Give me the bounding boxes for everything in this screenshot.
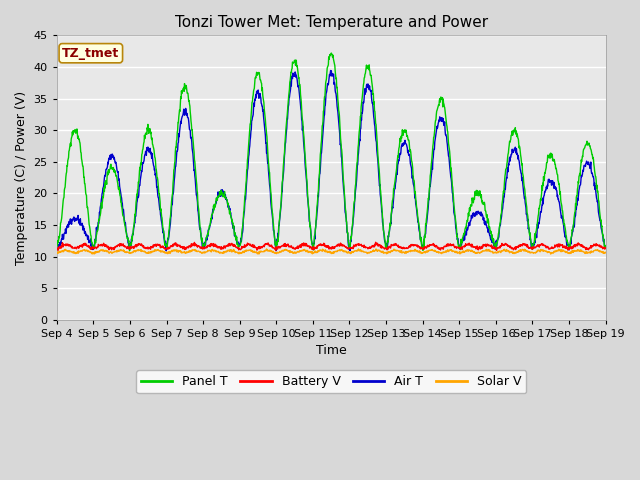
Battery V bbox=[372, 240, 380, 245]
Air T bbox=[53, 244, 61, 250]
Solar V bbox=[417, 250, 424, 255]
Battery V bbox=[161, 247, 169, 252]
Air T bbox=[602, 244, 609, 250]
Air T bbox=[237, 238, 244, 244]
Panel T bbox=[175, 110, 183, 116]
Solar V bbox=[547, 251, 555, 257]
Solar V bbox=[488, 249, 496, 254]
Line: Air T: Air T bbox=[57, 71, 605, 251]
Air T bbox=[538, 209, 545, 215]
Panel T bbox=[602, 244, 609, 250]
Battery V bbox=[53, 247, 61, 253]
Solar V bbox=[175, 248, 182, 253]
Solar V bbox=[53, 250, 61, 256]
Y-axis label: Temperature (C) / Power (V): Temperature (C) / Power (V) bbox=[15, 91, 28, 264]
Solar V bbox=[537, 247, 545, 252]
Air T bbox=[327, 68, 335, 73]
Line: Panel T: Panel T bbox=[57, 53, 605, 251]
X-axis label: Time: Time bbox=[316, 344, 347, 357]
Air T bbox=[161, 238, 169, 244]
Panel T bbox=[162, 242, 170, 248]
Title: Tonzi Tower Met: Temperature and Power: Tonzi Tower Met: Temperature and Power bbox=[175, 15, 488, 30]
Air T bbox=[417, 234, 425, 240]
Panel T bbox=[417, 235, 425, 240]
Text: TZ_tmet: TZ_tmet bbox=[62, 47, 120, 60]
Panel T bbox=[538, 194, 545, 200]
Battery V bbox=[175, 242, 182, 248]
Solar V bbox=[262, 246, 270, 252]
Battery V bbox=[272, 248, 280, 253]
Line: Battery V: Battery V bbox=[57, 242, 605, 251]
Panel T bbox=[489, 235, 497, 241]
Air T bbox=[175, 134, 183, 140]
Solar V bbox=[236, 250, 244, 256]
Battery V bbox=[236, 247, 244, 252]
Panel T bbox=[125, 248, 133, 253]
Solar V bbox=[602, 250, 609, 255]
Battery V bbox=[538, 242, 545, 248]
Battery V bbox=[489, 244, 497, 250]
Legend: Panel T, Battery V, Air T, Solar V: Panel T, Battery V, Air T, Solar V bbox=[136, 370, 526, 393]
Battery V bbox=[602, 246, 609, 252]
Solar V bbox=[161, 250, 169, 256]
Panel T bbox=[328, 50, 335, 56]
Panel T bbox=[237, 240, 244, 246]
Battery V bbox=[417, 245, 425, 251]
Panel T bbox=[53, 243, 61, 249]
Air T bbox=[163, 248, 170, 254]
Line: Solar V: Solar V bbox=[57, 249, 605, 254]
Air T bbox=[489, 240, 497, 246]
